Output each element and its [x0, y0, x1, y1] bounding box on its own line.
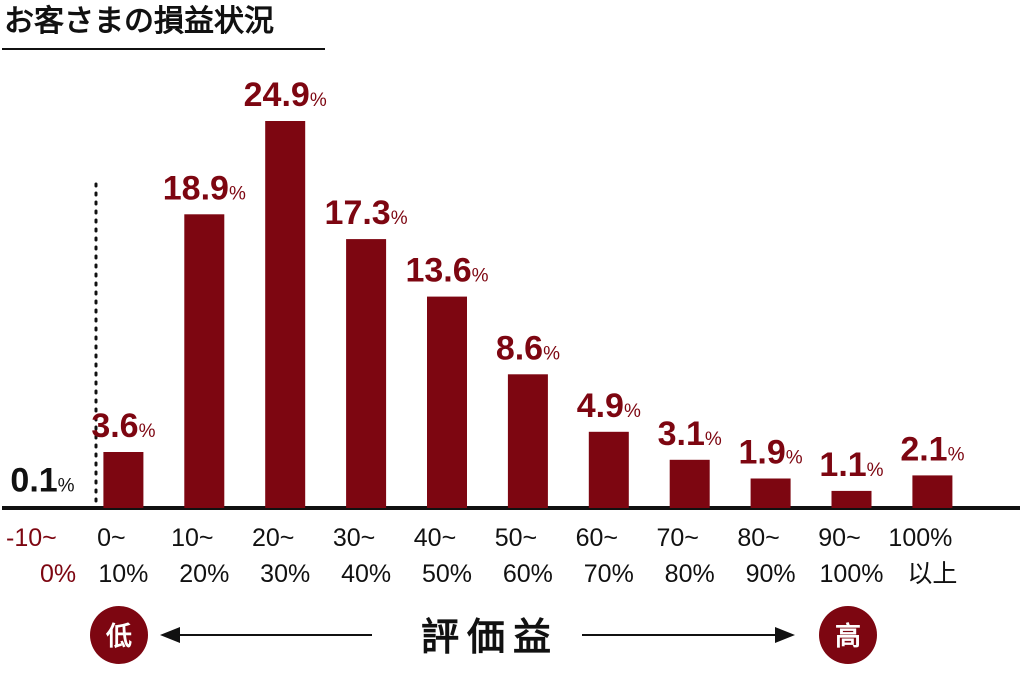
- bar-value-label: 17.3%: [325, 194, 408, 232]
- bar: [103, 452, 144, 508]
- x-tick-label-line1: 0~: [97, 524, 126, 552]
- x-tick-label-line2: 80%: [665, 560, 715, 588]
- bar-value-label: 3.6%: [91, 407, 155, 445]
- x-tick-label-line2: 10%: [98, 560, 148, 588]
- bar-value-label: 4.9%: [577, 387, 641, 425]
- bar: [184, 214, 225, 509]
- x-tick-label-line2: 90%: [746, 560, 796, 588]
- x-tick-label-line1: 80~: [737, 524, 779, 552]
- right-arrow-head: [775, 627, 795, 643]
- high-badge-label: 高: [835, 621, 861, 652]
- bar-value-label: 1.9%: [739, 434, 803, 472]
- bar: [912, 475, 953, 508]
- x-tick-label-line2: 50%: [422, 560, 472, 588]
- x-tick-label-line1: 20~: [252, 524, 294, 552]
- x-tick-label-line1: 90~: [818, 524, 860, 552]
- x-tick-label-line2: 70%: [584, 560, 634, 588]
- x-tick-label-line1: 30~: [333, 524, 375, 552]
- bar-value-label: 24.9%: [244, 76, 327, 114]
- x-tick-label-line2: 以上: [907, 560, 957, 588]
- low-badge-label: 低: [105, 622, 132, 652]
- bar-value-label: 2.1%: [900, 430, 964, 468]
- axis-direction-legend: 低 評価益 高: [90, 606, 877, 664]
- bar: [507, 374, 548, 508]
- x-tick-labels-group: -10~ 0% 0~ 10% 10~ 20% 20~ 30% 30~ 40% 40~ 50% 50~ 60…: [6, 524, 957, 588]
- bar: [750, 478, 791, 508]
- bar: [22, 506, 63, 509]
- high-badge: [819, 606, 877, 664]
- x-tick-label-line2: 100%: [820, 560, 884, 588]
- x-axis-label: 評価益: [421, 615, 559, 659]
- chart-title: お客さまの損益状況: [4, 4, 274, 38]
- bar: [265, 121, 306, 508]
- x-tick-label-line1: -10~: [6, 524, 57, 552]
- bar-value-label: 1.1%: [819, 446, 883, 484]
- bar: [669, 459, 710, 508]
- x-tick-label-line2: 60%: [503, 560, 553, 588]
- bar: [831, 490, 872, 508]
- x-tick-label-line1: 100%: [888, 524, 952, 552]
- bar: [346, 239, 387, 508]
- x-tick-label-line2: 0%: [40, 560, 76, 588]
- x-tick-label-line1: 70~: [656, 524, 698, 552]
- bar-value-label: 0.1%: [10, 461, 74, 499]
- bars-group: [22, 121, 953, 509]
- x-tick-label-line2: 40%: [341, 560, 391, 588]
- bar-value-label: 18.9%: [163, 169, 246, 207]
- x-tick-label-line1: 50~: [495, 524, 537, 552]
- bar: [588, 431, 629, 508]
- x-tick-label-line2: 20%: [179, 560, 229, 588]
- x-tick-label-line2: 30%: [260, 560, 310, 588]
- value-labels-group: 0.1% 3.6% 18.9% 24.9% 17.3% 13.6% 8.6% 4.9% 3.1%…: [10, 76, 964, 499]
- bar-value-label: 3.1%: [658, 415, 722, 453]
- bar-value-label: 8.6%: [496, 329, 560, 367]
- left-arrow-head: [160, 627, 180, 643]
- bar: [427, 296, 467, 508]
- x-tick-label-line1: 40~: [414, 524, 456, 552]
- x-tick-label-line1: 10~: [171, 524, 213, 552]
- bar-value-label: 13.6%: [405, 252, 488, 290]
- low-badge: [90, 606, 148, 664]
- x-tick-label-line1: 60~: [576, 524, 618, 552]
